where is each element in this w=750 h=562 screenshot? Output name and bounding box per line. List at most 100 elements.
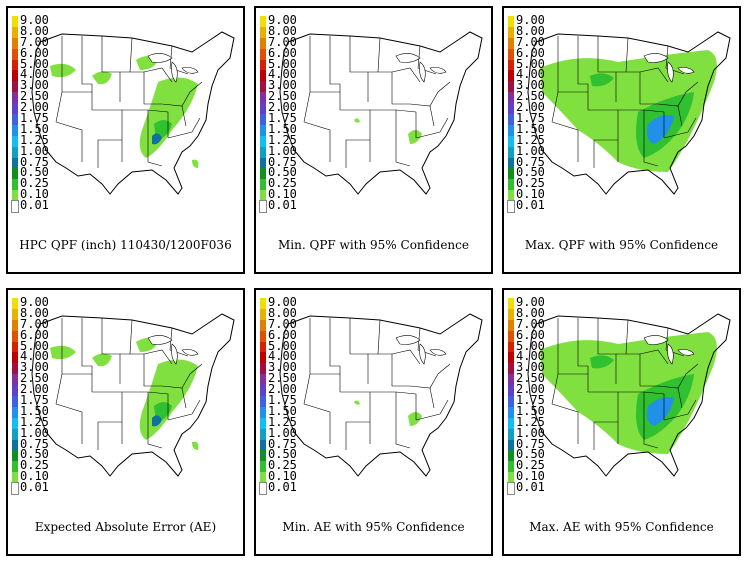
- legend-label: 0.25: [268, 176, 297, 191]
- legend-label: 0.75: [20, 436, 49, 451]
- legend-swatch: [12, 179, 18, 191]
- legend-swatch: [260, 70, 266, 82]
- legend-swatch: [508, 157, 514, 169]
- legend-row: 0.50: [12, 166, 52, 180]
- legend-swatch: [260, 103, 266, 115]
- legend-swatch: [12, 352, 18, 364]
- legend-swatch: [260, 396, 266, 407]
- legend-label: 4.00: [516, 67, 545, 82]
- legend-row: 1.75: [260, 112, 300, 125]
- legend-swatch: [508, 319, 514, 331]
- legend-swatch: [508, 190, 514, 202]
- state-boundary: [677, 387, 683, 409]
- color-legend: 9.00 8.00 7.00 6.00 5.00 4.00 3.00 2.50 2.00 1.75…: [11, 14, 52, 214]
- legend-swatch: [12, 70, 18, 82]
- state-boundary: [368, 71, 410, 105]
- legend-row: 1.75: [12, 393, 52, 408]
- legend-row: 0.25: [260, 459, 300, 473]
- state-boundary: [147, 132, 163, 167]
- legend-row: 6.00: [508, 46, 548, 60]
- us-outline: [279, 31, 483, 195]
- legend-label: 0.01: [516, 480, 545, 495]
- state-boundary: [120, 353, 162, 387]
- state-boundary: [167, 117, 201, 139]
- legend-swatch: [508, 298, 514, 309]
- great-lake: [181, 349, 199, 356]
- legend-swatch: [508, 308, 514, 320]
- legend-row: 0.01: [259, 199, 300, 214]
- legend-label: 7.00: [516, 316, 545, 331]
- legend-row: 6.00: [260, 328, 300, 342]
- panel-caption: Expected Absolute Error (AE): [34, 520, 217, 534]
- state-boundary: [395, 414, 411, 449]
- legend-label: 0.50: [268, 447, 297, 462]
- legend-label: 0.01: [20, 480, 49, 495]
- state-boundary: [161, 363, 203, 389]
- state-boundary: [368, 353, 410, 387]
- legend-swatch: [12, 308, 18, 320]
- legend-label: 8.00: [516, 305, 545, 320]
- legend-swatch: [508, 396, 514, 407]
- state-boundary: [55, 403, 83, 444]
- legend-swatch: [508, 352, 514, 364]
- state-boundary: [101, 36, 121, 102]
- legend-swatch: [260, 168, 266, 180]
- legend-swatch: [260, 450, 266, 462]
- legend-label: 0.50: [268, 165, 297, 180]
- legend-row: 8.00: [508, 305, 548, 320]
- legend-row: 3.00: [508, 361, 548, 375]
- legend-swatch: [12, 330, 18, 342]
- state-boundary: [417, 45, 437, 75]
- legend-label: 3.00: [268, 360, 297, 375]
- legend-row: 8.00: [260, 306, 300, 320]
- legend-label: 2.00: [516, 382, 545, 397]
- legend-label: 9.00: [268, 13, 297, 27]
- panel-caption: HPC QPF (inch) 110430/1200F036: [19, 238, 232, 252]
- legend-swatch: [507, 200, 515, 214]
- legend-label: 0.50: [516, 165, 545, 180]
- great-lake: [429, 349, 447, 356]
- state-boundary: [303, 36, 311, 123]
- legend-swatch: [11, 200, 19, 214]
- panel-caption: Max. AE with 95% Confidence: [529, 520, 714, 534]
- legend-label: 0.01: [268, 480, 297, 495]
- legend-row: 7.00: [508, 316, 548, 331]
- legend-label: 5.00: [516, 56, 545, 71]
- legend-row: 2.00: [260, 101, 300, 115]
- precip-area: [192, 441, 199, 450]
- state-boundary: [147, 414, 163, 449]
- legend-swatch: [507, 482, 515, 496]
- legend-row: 5.00: [260, 339, 300, 353]
- state-boundary: [409, 363, 451, 389]
- state-boundary: [597, 36, 617, 102]
- legend-row: 0.01: [11, 480, 52, 496]
- state-boundary: [625, 319, 629, 355]
- legend-swatch: [12, 124, 18, 136]
- legend-label: 7.00: [268, 34, 297, 49]
- legend-label: 0.25: [20, 458, 49, 473]
- legend-label: 1.75: [20, 393, 49, 408]
- panel-expected-ae: 9.00 8.00 7.00 6.00 5.00 4.00 3.00 2.50 2.00 1.75…: [6, 288, 245, 556]
- legend-swatch: [508, 179, 514, 191]
- legend-label: 2.50: [516, 89, 545, 104]
- great-lake: [419, 61, 426, 83]
- legend-row: 1.50: [508, 404, 548, 418]
- state-boundary: [395, 132, 411, 167]
- precip-area: [354, 118, 360, 123]
- legend-swatch: [508, 16, 514, 27]
- state-boundary: [657, 363, 699, 389]
- legend-swatch: [12, 450, 18, 462]
- legend-row: 1.75: [12, 112, 52, 125]
- state-boundary: [377, 319, 381, 355]
- legend-swatch: [260, 461, 266, 473]
- legend-row: 5.00: [12, 339, 52, 353]
- legend-label: 4.00: [20, 67, 49, 82]
- legend-row: 2.00: [508, 382, 548, 397]
- legend-swatch: [260, 439, 266, 451]
- legend-row: 8.00: [508, 24, 548, 38]
- legend-row: 6.00: [508, 328, 548, 342]
- state-boundary: [577, 318, 589, 392]
- legend-row: 4.00: [508, 67, 548, 82]
- legend-label: 1.25: [516, 132, 545, 147]
- legend-row: 0.50: [260, 165, 300, 180]
